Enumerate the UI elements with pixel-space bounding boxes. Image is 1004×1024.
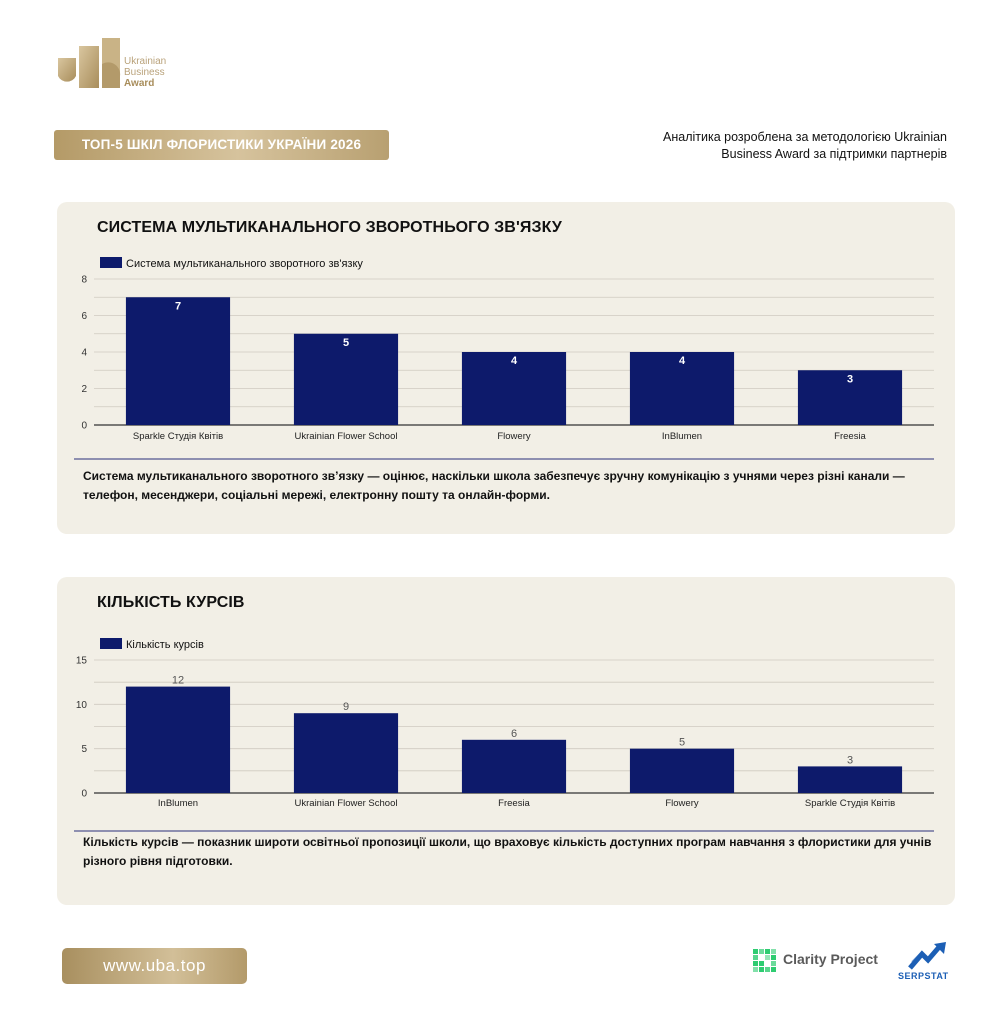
legend-swatch bbox=[100, 638, 122, 649]
data-label: 5 bbox=[679, 737, 685, 749]
bar bbox=[629, 352, 735, 425]
y-tick-label: 5 bbox=[81, 744, 87, 755]
category-label: Freesia bbox=[498, 798, 530, 809]
logo-line2: Business bbox=[124, 67, 165, 78]
uba-logo bbox=[58, 38, 121, 88]
legend-label: Система мультиканального зворотного зв'я… bbox=[126, 258, 363, 270]
data-label: 7 bbox=[175, 300, 181, 312]
methodology-note-line2: Business Award за підтримки партнерів bbox=[721, 147, 947, 161]
category-label: Freesia bbox=[834, 431, 866, 442]
category-label: Ukrainian Flower School bbox=[295, 431, 398, 442]
category-label: Sparkle Студія Квітів bbox=[805, 798, 895, 809]
methodology-note-line1: Аналітика розроблена за методологією Ukr… bbox=[663, 130, 947, 144]
bar bbox=[293, 713, 399, 793]
y-tick-label: 2 bbox=[81, 384, 87, 395]
data-label: 4 bbox=[511, 355, 518, 367]
y-tick-label: 6 bbox=[81, 311, 87, 322]
bar bbox=[461, 739, 567, 793]
legend-label: Кількість курсів bbox=[126, 639, 204, 651]
serpstat-label: SERPSTAT bbox=[898, 971, 949, 981]
data-label: 5 bbox=[343, 337, 349, 349]
y-tick-label: 10 bbox=[76, 700, 88, 711]
y-tick-label: 4 bbox=[81, 348, 87, 359]
bar bbox=[125, 686, 231, 793]
bar-chart-feedback: Система мультиканального зворотного зв'я… bbox=[74, 257, 934, 460]
chart-description: Кількість курсів — показник широти освіт… bbox=[83, 835, 932, 868]
data-label: 12 bbox=[172, 675, 184, 687]
bar bbox=[629, 748, 735, 793]
chart-card-feedback: СИСТЕМА МУЛЬТИКАНАЛЬНОГО ЗВОРОТНЬОГО ЗВ'… bbox=[57, 202, 955, 534]
bar-chart-courses: Кількість курсів 0 5 10 15 12 InBlumen 9 Ukraini… bbox=[74, 638, 934, 832]
data-label: 6 bbox=[511, 728, 517, 740]
category-label: Flowery bbox=[665, 798, 699, 809]
logo-line3: Award bbox=[124, 78, 155, 89]
category-label: InBlumen bbox=[662, 431, 702, 442]
bar bbox=[461, 352, 567, 425]
chart-description: Система мультиканального зворотного зв’я… bbox=[83, 469, 905, 502]
bar bbox=[797, 766, 903, 793]
methodology-note: Аналітика розроблена за методологією Ukr… bbox=[627, 129, 947, 163]
category-label: Sparkle Студія Квітів bbox=[133, 431, 223, 442]
y-tick-label: 8 bbox=[81, 275, 87, 286]
data-label: 3 bbox=[847, 754, 853, 766]
category-label: InBlumen bbox=[158, 798, 198, 809]
chart-title: СИСТЕМА МУЛЬТИКАНАЛЬНОГО ЗВОРОТНЬОГО ЗВ'… bbox=[97, 219, 562, 236]
bar bbox=[293, 333, 399, 425]
chart-title: КІЛЬКІСТЬ КУРСІВ bbox=[97, 594, 245, 611]
data-label: 3 bbox=[847, 373, 853, 385]
website-link[interactable]: www.uba.top bbox=[62, 948, 247, 984]
category-label: Ukrainian Flower School bbox=[295, 798, 398, 809]
data-label: 4 bbox=[679, 355, 686, 367]
y-tick-label: 0 bbox=[81, 789, 87, 800]
clarity-project-logo-icon bbox=[753, 949, 776, 972]
chart-card-courses: КІЛЬКІСТЬ КУРСІВ Кількість курсів 0 5 10 15 1… bbox=[57, 577, 955, 905]
logo-line1: Ukrainian bbox=[124, 56, 167, 67]
bar bbox=[125, 297, 231, 425]
legend-swatch bbox=[100, 257, 122, 268]
category-label: Flowery bbox=[497, 431, 531, 442]
logo-text: Ukrainian Business Award bbox=[124, 56, 166, 89]
data-label: 9 bbox=[343, 701, 349, 713]
bar bbox=[797, 370, 903, 425]
y-tick-label: 0 bbox=[81, 421, 87, 432]
clarity-project-label: Clarity Project bbox=[783, 951, 878, 967]
y-tick-label: 15 bbox=[76, 656, 88, 667]
serpstat-logo-icon bbox=[908, 942, 946, 970]
page-title: ТОП-5 ШКІЛ ФЛОРИСТИКИ УКРАЇНИ 2026 bbox=[54, 130, 389, 160]
